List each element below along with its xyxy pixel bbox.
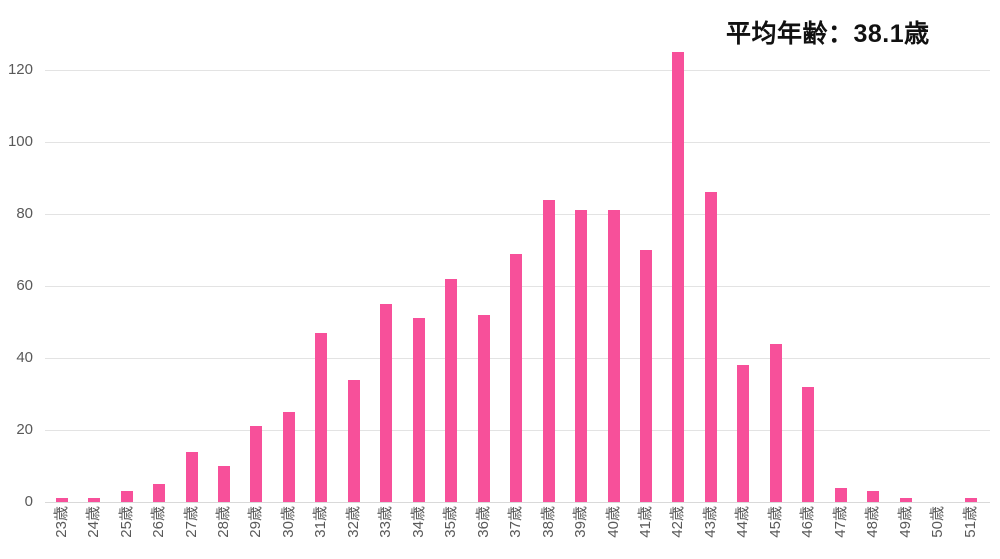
gridline [45,142,990,143]
x-axis-category-label: 40歳 [604,506,622,538]
chart-bar [510,253,523,502]
x-axis-category-label: 51歳 [961,506,979,538]
chart-bar [55,498,68,502]
x-axis-category-label: 32歳 [344,506,362,538]
gridline [45,70,990,71]
chart-bar [380,304,393,502]
chart-bar [802,386,815,502]
chart-bar [737,365,750,502]
chart-bar [218,466,230,502]
x-axis-category-label: 47歳 [831,506,849,538]
chart-bar [477,314,490,502]
chart-bar [639,250,652,502]
x-axis-category-label: 24歳 [85,506,103,538]
chart-bar [769,343,782,502]
chart-bar [445,278,458,502]
x-axis-category-label: 44歳 [734,506,752,538]
chart-bar [315,332,328,502]
x-axis-category-label: 49歳 [896,506,914,538]
chart-bar [153,484,166,502]
x-axis-category-label: 37歳 [507,506,525,538]
chart-bar [704,192,717,502]
x-axis-category-label: 45歳 [766,506,784,538]
x-axis-category-label: 46歳 [799,506,817,538]
x-axis-baseline [45,502,990,503]
chart-bar [964,498,977,502]
x-axis-category-label: 36歳 [474,506,492,538]
chart-bar [250,426,263,502]
chart-bar [120,491,133,502]
chart-bar [347,379,360,502]
chart-bar [542,199,555,502]
x-axis-category-label: 43歳 [701,506,719,538]
x-axis-category-label: 33歳 [377,506,395,538]
y-axis-tick-label: 40 [16,349,33,366]
x-axis-category-label: 50歳 [929,506,947,538]
x-axis-category-label: 39歳 [572,506,590,538]
x-axis-category-label: 42歳 [669,506,687,538]
chart-bar [607,210,620,502]
chart-bar [282,412,295,502]
x-axis-category-label: 23歳 [52,506,70,538]
chart-bar [834,487,847,502]
x-axis-category-label: 26歳 [150,506,168,538]
x-axis-category-label: 30歳 [279,506,297,538]
chart-bar [867,491,880,502]
x-axis-category-label: 48歳 [864,506,882,538]
y-axis-tick-label: 80 [16,205,33,222]
x-axis-category-label: 34歳 [409,506,427,538]
x-axis-category-label: 27歳 [182,506,200,538]
x-axis-category-label: 41歳 [636,506,654,538]
chart-bar [88,498,101,502]
chart-bar [575,210,588,502]
y-axis-tick-label: 20 [16,421,33,438]
x-axis-category-label: 28歳 [215,506,232,538]
y-axis-tick-label: 120 [7,61,33,78]
x-axis-category-label: 31歳 [312,506,330,538]
y-axis-tick-label: 0 [24,493,33,510]
chart-bar [185,451,198,502]
y-axis-tick-label: 60 [16,277,33,294]
x-axis-category-label: 38歳 [539,506,557,538]
x-axis-category-label: 25歳 [117,506,135,538]
chart-bar [672,52,685,502]
x-axis-category-label: 35歳 [442,506,460,538]
y-axis-tick-label: 100 [7,133,33,150]
gridline [45,214,990,215]
chart-bar [899,498,912,502]
x-axis-category-label: 29歳 [247,506,265,538]
chart-bar [412,318,425,502]
chart-title: 平均年齢：38.1歳 [726,20,930,48]
